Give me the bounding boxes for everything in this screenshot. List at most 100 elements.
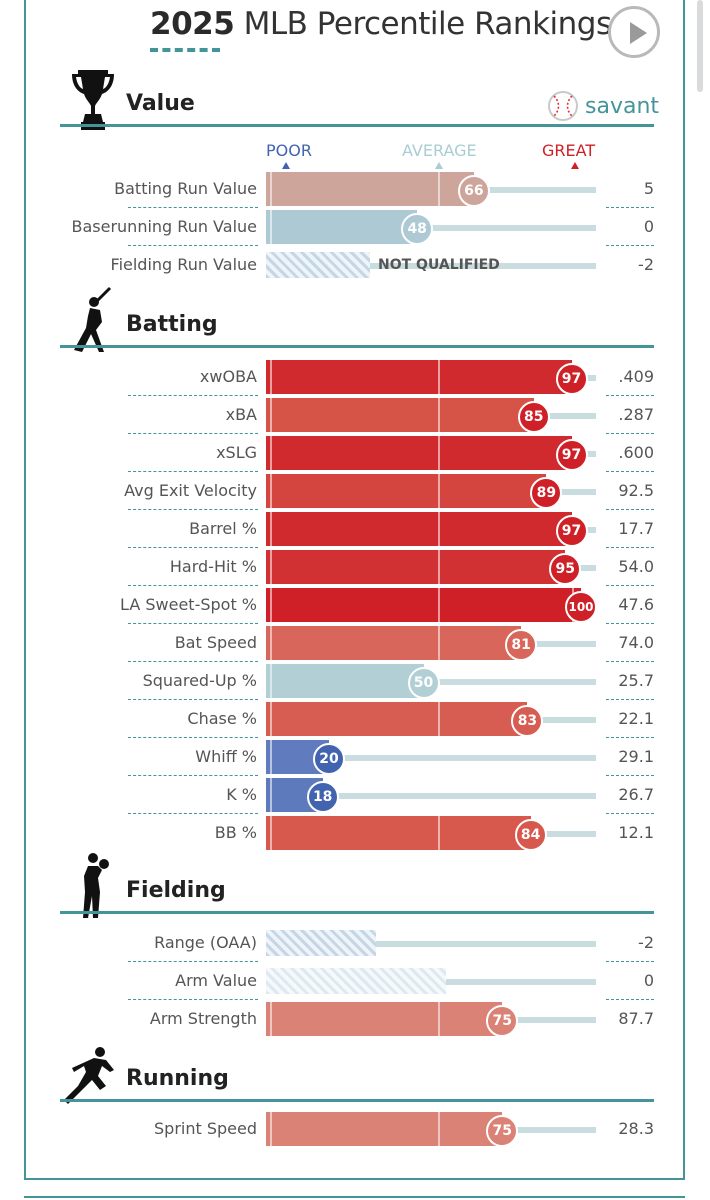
row-divider-left	[128, 471, 258, 472]
bar-gridline	[270, 740, 272, 774]
bar-gridline	[438, 550, 440, 584]
legend-poor: POOR	[266, 141, 312, 160]
row-divider-left	[128, 547, 258, 548]
percentile-row[interactable]: Fielding Run Value NOT QUALIFIED -2	[0, 248, 710, 286]
metric-value: .287	[618, 405, 654, 424]
metric-label: Batting Run Value	[114, 179, 257, 198]
percentile-row[interactable]: Baserunning Run Value 48 0	[0, 210, 710, 248]
metric-label: LA Sweet-Spot %	[120, 595, 257, 614]
metric-value: 28.3	[618, 1119, 654, 1138]
play-button[interactable]	[608, 6, 660, 58]
percentile-circle: 100	[565, 591, 597, 623]
percentile-row[interactable]: xwOBA 97 .409	[0, 360, 710, 398]
metric-value: 92.5	[618, 481, 654, 500]
row-divider-left	[128, 961, 258, 962]
percentile-circle: 97	[555, 515, 588, 547]
bar-gridline	[270, 360, 272, 394]
percentile-circle: 75	[486, 1005, 519, 1037]
row-divider-left	[128, 775, 258, 776]
percentile-circle: 83	[511, 705, 544, 737]
percentile-row[interactable]: Arm Value 0	[0, 964, 710, 1002]
row-divider-left	[128, 245, 258, 246]
metric-value: 87.7	[618, 1009, 654, 1028]
row-divider-right	[606, 661, 654, 662]
row-divider-right	[606, 813, 654, 814]
bar-gridline	[438, 172, 440, 206]
percentile-row[interactable]: Whiff % 20 29.1	[0, 740, 710, 778]
row-divider-left	[128, 661, 258, 662]
bar-gridline	[270, 550, 272, 584]
bar-gridline	[270, 1112, 272, 1146]
percentile-bar	[266, 360, 572, 394]
metric-label: Baserunning Run Value	[71, 217, 258, 236]
percentile-row[interactable]: Batting Run Value 66 5	[0, 172, 710, 210]
scrollbar[interactable]	[697, 0, 703, 92]
legend-great: GREAT	[542, 141, 596, 160]
bar-gridline	[270, 778, 272, 812]
metric-value: 17.7	[618, 519, 654, 538]
not-qualified-bar	[266, 930, 376, 956]
percentile-row[interactable]: Barrel % 97 17.7	[0, 512, 710, 550]
metric-label: Sprint Speed	[154, 1119, 257, 1138]
row-divider-right	[606, 245, 654, 246]
percentile-row[interactable]: Arm Strength 75 87.7	[0, 1002, 710, 1040]
percentile-row[interactable]: LA Sweet-Spot % 100 47.6	[0, 588, 710, 626]
row-divider-left	[128, 395, 258, 396]
percentile-track	[266, 793, 596, 799]
percentile-row[interactable]: Sprint Speed 75 28.3	[0, 1112, 710, 1150]
percentile-row[interactable]: xSLG 97 .600	[0, 436, 710, 474]
metric-label: Hard-Hit %	[169, 557, 257, 576]
metric-value: 5	[643, 179, 654, 198]
percentile-bar	[266, 172, 474, 206]
percentile-row[interactable]: xBA 85 .287	[0, 398, 710, 436]
section-title-batting: Batting	[126, 312, 218, 337]
savant-brand-text: savant	[585, 93, 660, 119]
percentile-circle: 50	[407, 667, 440, 699]
metric-label: Arm Strength	[149, 1009, 257, 1028]
percentile-row[interactable]: Bat Speed 81 74.0	[0, 626, 710, 664]
percentile-bar	[266, 664, 424, 698]
row-divider-right	[606, 623, 654, 624]
row-divider-right	[606, 471, 654, 472]
percentile-row[interactable]: K % 18 26.7	[0, 778, 710, 816]
baseball-icon	[548, 91, 578, 121]
metric-value: 54.0	[618, 557, 654, 576]
metric-label: xwOBA	[199, 367, 257, 386]
section-rule-batting	[60, 345, 654, 348]
row-divider-left	[128, 999, 258, 1000]
section-title-value: Value	[126, 91, 195, 116]
percentile-circle: 66	[457, 175, 490, 207]
percentile-row[interactable]: BB % 84 12.1	[0, 816, 710, 854]
section-rule-fielding	[60, 911, 654, 914]
bar-gridline	[438, 474, 440, 508]
bar-gridline	[438, 588, 440, 622]
bar-gridline	[270, 436, 272, 470]
percentile-row[interactable]: Range (OAA) -2	[0, 926, 710, 964]
metric-value: .409	[618, 367, 654, 386]
percentile-row[interactable]: Hard-Hit % 95 54.0	[0, 550, 710, 588]
row-divider-right	[606, 395, 654, 396]
bar-gridline	[270, 816, 272, 850]
legend-great-marker	[571, 162, 579, 169]
metric-label: Fielding Run Value	[110, 255, 257, 274]
percentile-circle: 18	[306, 781, 339, 813]
percentile-circle: 89	[530, 477, 563, 509]
frame-left-border	[24, 0, 26, 1180]
percentile-circle: 48	[401, 213, 434, 245]
bar-gridline	[270, 1002, 272, 1036]
bar-gridline	[270, 702, 272, 736]
title-underline	[150, 48, 220, 52]
row-divider-right	[606, 737, 654, 738]
row-divider-left	[128, 509, 258, 510]
title-text: MLB Percentile Rankings	[243, 6, 612, 42]
not-qualified-bar	[266, 968, 446, 994]
metric-label: BB %	[214, 823, 257, 842]
percentile-row[interactable]: Squared-Up % 50 25.7	[0, 664, 710, 702]
not-qualified-bar	[266, 252, 370, 278]
bar-gridline	[438, 626, 440, 660]
percentile-row[interactable]: Chase % 83 22.1	[0, 702, 710, 740]
savant-logo[interactable]: savant	[547, 90, 659, 122]
row-divider-right	[606, 207, 654, 208]
percentile-row[interactable]: Avg Exit Velocity 89 92.5	[0, 474, 710, 512]
percentile-bar	[266, 210, 418, 244]
